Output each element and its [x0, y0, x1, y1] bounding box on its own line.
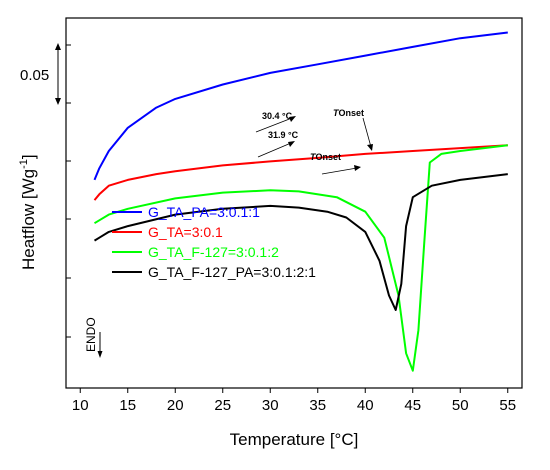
annotation-tonset-black-arrowhead	[354, 165, 361, 171]
series-line-2	[93, 144, 508, 372]
annotation-tonset-green-arrowhead	[367, 144, 373, 151]
x-tick-label-55: 55	[499, 397, 516, 414]
series-line-3	[93, 173, 508, 311]
endo-label: ENDO	[84, 317, 98, 352]
annotation-tonset-black-arrow	[321, 167, 358, 175]
series-lines	[93, 31, 508, 372]
y-axis-label-sup: -1	[18, 159, 30, 169]
annotation-tonset-green-t: T	[333, 108, 340, 118]
x-tick-label-10: 10	[72, 397, 89, 414]
x-tick-label-20: 20	[167, 397, 184, 414]
x-tick-label-40: 40	[357, 397, 374, 414]
legend-label-1: G_TA=3:0.1	[148, 224, 223, 240]
annotation-tonset-green-rest: Onset	[339, 108, 365, 118]
y-axis-label: Heatflow [Wg-1]	[18, 154, 38, 270]
annotation-30-4-arrowhead	[289, 116, 296, 122]
scale-bar-arrow-down	[55, 98, 61, 105]
legend-label-0: G_TA_PA=3:0.1:1	[148, 204, 260, 220]
annotation-30-4-arrow	[255, 117, 293, 133]
annotation-31-9-arrowhead	[288, 141, 295, 147]
annotation-tonset-black: TOnset	[310, 152, 341, 162]
annotation-tonset-green: TOnset	[333, 108, 364, 118]
x-tick-label-35: 35	[309, 397, 326, 414]
annotation-tonset-black-t: T	[310, 152, 317, 162]
series-line-1	[93, 144, 508, 201]
legend-label-3: G_TA_F-127_PA=3:0.1:2:1	[148, 264, 316, 280]
x-tick-label-30: 30	[262, 397, 279, 414]
legend-label-2: G_TA_F-127=3:0.1:2	[148, 244, 279, 260]
annotation-31-9: 31.9 °C	[268, 130, 299, 140]
x-tick-label-45: 45	[404, 397, 421, 414]
endo-arrow-head	[97, 351, 103, 358]
scale-bar: 0.05	[20, 43, 61, 105]
series-line-0	[93, 31, 508, 181]
y-axis-label-close: ]	[19, 154, 38, 159]
annotations: 30.4 °C 31.9 °C TOnset TOnset	[255, 108, 373, 175]
legend: G_TA_PA=3:0.1:1 G_TA=3:0.1 G_TA_F-127=3:0.…	[112, 204, 316, 280]
y-ticks	[66, 44, 71, 338]
x-ticks: 10 15 20 25 30 35 40 45 50 55	[72, 388, 516, 414]
scale-bar-label: 0.05	[20, 67, 49, 84]
annotation-30-4: 30.4 °C	[262, 111, 293, 121]
x-tick-label-50: 50	[452, 397, 469, 414]
scale-bar-arrow-up	[55, 43, 61, 50]
x-tick-label-15: 15	[119, 397, 136, 414]
x-axis-label: Temperature [°C]	[230, 430, 359, 449]
endo-indicator: ENDO	[84, 317, 103, 358]
plot-frame	[65, 17, 523, 389]
annotation-31-9-arrow	[257, 142, 292, 158]
annotation-tonset-black-rest: Onset	[316, 152, 342, 162]
annotation-tonset-green-arrow	[362, 117, 372, 148]
y-axis-label-main: Heatflow [Wg	[19, 169, 38, 270]
x-tick-label-25: 25	[214, 397, 231, 414]
